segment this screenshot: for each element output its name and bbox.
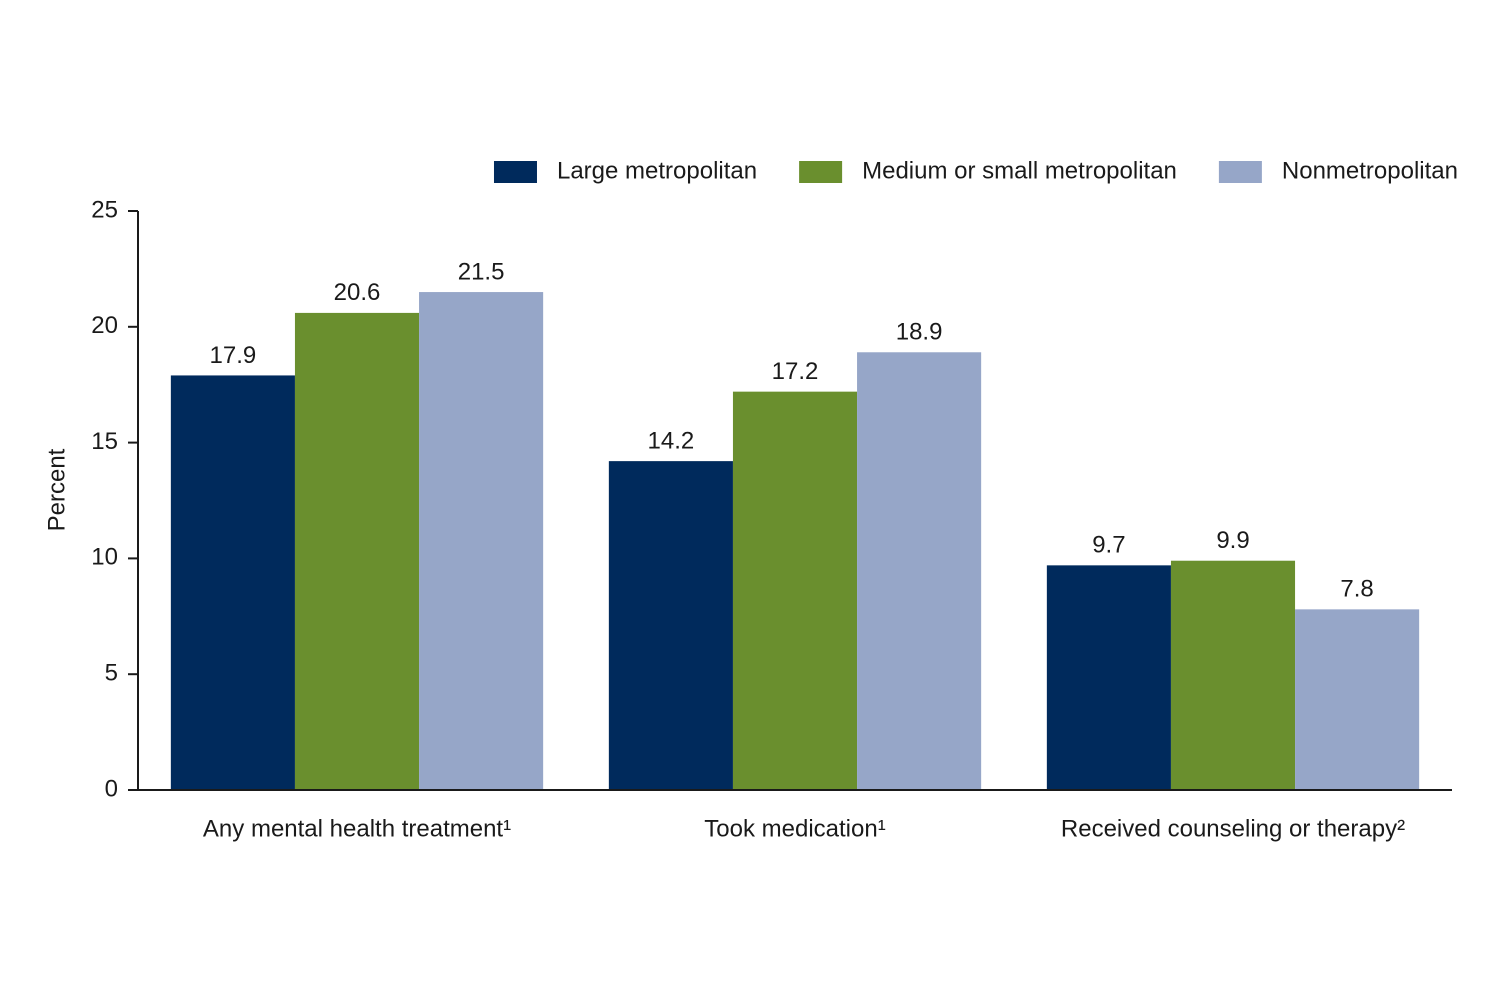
- legend-swatch: [493, 161, 537, 183]
- value-label: 9.9: [1216, 527, 1249, 554]
- bar: [294, 312, 420, 790]
- bar: [419, 292, 544, 790]
- legend-item: Medium or small metropolitan: [799, 157, 1177, 184]
- value-label: 17.2: [772, 358, 819, 385]
- value-label: 9.7: [1092, 532, 1125, 559]
- y-tick-label: 20: [91, 312, 118, 339]
- legend-item: Nonmetropolitan: [1218, 157, 1458, 184]
- value-label: 17.9: [210, 342, 257, 369]
- value-label: 14.2: [648, 427, 695, 454]
- x-tick-label: Any mental health treatment¹: [203, 815, 511, 842]
- legend-label: Nonmetropolitan: [1282, 157, 1458, 184]
- bar: [608, 461, 733, 790]
- bar: [1170, 560, 1296, 790]
- y-tick-label: 10: [91, 544, 118, 571]
- bar: [732, 391, 858, 790]
- y-tick-label: 25: [91, 196, 118, 223]
- legend-item: Large metropolitan: [493, 157, 757, 184]
- value-label: 18.9: [896, 319, 943, 346]
- x-tick-label: Took medication¹: [704, 815, 885, 842]
- value-label: 20.6: [334, 279, 381, 306]
- y-tick-label: 15: [91, 428, 118, 455]
- y-tick-label: 5: [105, 660, 118, 687]
- bar: [1046, 565, 1171, 790]
- bar: [170, 375, 295, 790]
- y-tick-label: 0: [105, 775, 118, 802]
- value-label: 21.5: [458, 258, 505, 285]
- legend-label: Medium or small metropolitan: [862, 157, 1177, 184]
- value-label: 7.8: [1340, 576, 1373, 603]
- bar: [1295, 609, 1420, 790]
- bar: [857, 352, 982, 790]
- legend-swatch: [1218, 161, 1262, 183]
- legend-swatch: [799, 161, 843, 183]
- y-axis-label: Percent: [43, 448, 70, 531]
- legend-label: Large metropolitan: [557, 157, 757, 184]
- x-tick-label: Received counseling or therapy²: [1061, 815, 1405, 842]
